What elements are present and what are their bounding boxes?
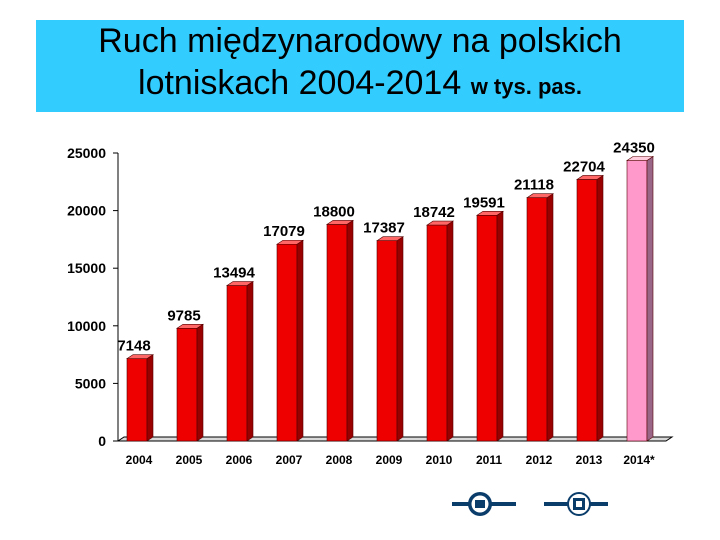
bar [476,215,498,442]
bar [376,240,398,442]
bar [326,224,348,442]
y-tick-label: 25000 [67,145,106,161]
data-label: 21118 [514,177,554,194]
bar-side [246,280,254,442]
data-label: 9785 [167,307,200,324]
bar [576,179,598,442]
bar-side [396,236,404,442]
data-label: 18742 [413,204,455,221]
bar [626,160,648,442]
y-tick-label: 20000 [67,203,106,219]
footer-logos [452,492,608,516]
x-tick-label: 2005 [176,453,203,467]
data-label: 22704 [563,158,605,175]
bar-side [646,155,654,442]
x-tick-label: 2010 [426,453,453,467]
y-tick-label: 0 [98,433,106,449]
bar-top [626,156,654,161]
bar-side [546,193,554,442]
bar-top [526,193,554,199]
bar-top [426,220,454,226]
data-label: 13494 [213,265,255,282]
y-tick-label: 10000 [67,318,106,334]
institute-logo-icon [544,492,608,516]
x-tick-label: 2014* [623,453,655,467]
y-tick-label: 15000 [67,260,106,276]
x-tick-label: 2009 [376,453,403,467]
chart-title-unit: w tys. pas. [470,74,582,99]
bar [426,224,448,442]
bar-top [326,220,354,225]
x-tick-label: 2004 [126,453,153,467]
bar-top [276,239,304,245]
x-tick-label: 2013 [576,453,603,467]
x-tick-label: 2011 [476,453,502,467]
chart-title-text-1: Ruch międzynarodowy na polskich [98,22,622,60]
data-label: 7148 [117,338,150,355]
bar-top [376,236,404,242]
chart-title-text-2: lotniskach 2004-2014 [138,64,462,102]
x-tick-label: 2008 [326,453,353,467]
data-label: 17387 [363,220,405,237]
bar-top [226,281,254,286]
chart-title-line-2: lotniskach 2004-2014 w tys. pas. [36,62,684,108]
x-tick-label: 2007 [276,453,303,467]
data-label: 18800 [313,203,355,220]
bar-side [146,354,154,442]
bar [226,285,248,442]
bar-top [476,211,504,216]
bar-side [196,323,204,442]
bar [126,358,148,442]
x-tick-label: 2012 [526,453,553,467]
bar-side [596,174,604,442]
bar-top [576,175,604,180]
bar-top [176,323,204,329]
bar-side [496,210,504,442]
data-label: 19591 [463,194,505,211]
university-seal-icon [452,492,516,516]
chart-title-line-1: Ruch międzynarodowy na polskich [36,20,684,62]
data-label: 17079 [263,223,305,240]
y-tick-label: 5000 [75,375,106,391]
title-box: Ruch międzynarodowy na polskich lotniska… [36,20,684,112]
bar-side [346,219,354,442]
data-label: 24350 [613,139,655,156]
bar-side [296,239,304,442]
bar [176,327,198,442]
x-tick-label: 2006 [226,453,253,467]
bar-top [126,354,154,359]
bar-side [446,220,454,442]
bar [526,197,548,442]
bar [276,243,298,442]
